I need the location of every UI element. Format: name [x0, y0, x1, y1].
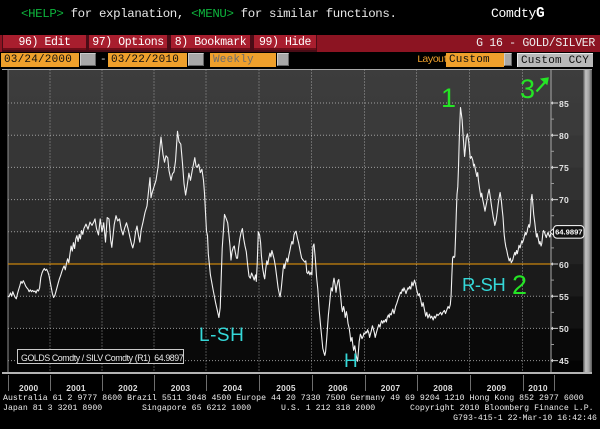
svg-text:64.9897: 64.9897 — [555, 228, 582, 237]
